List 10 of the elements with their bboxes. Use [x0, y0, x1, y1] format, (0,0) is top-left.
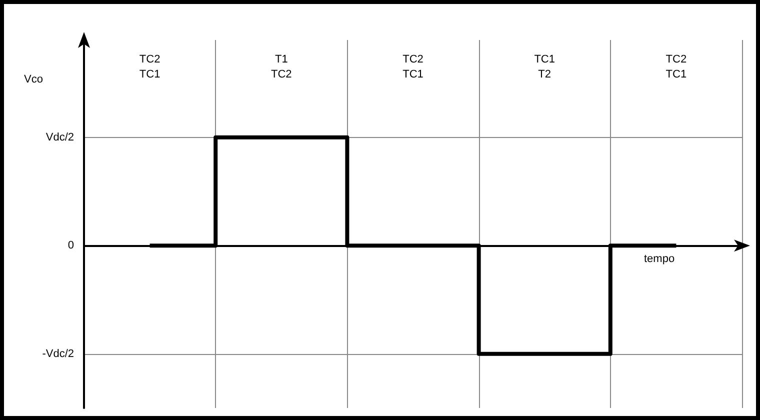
text: Vdc/2 — [46, 131, 74, 144]
x-tick-label: T1 TC2 — [271, 54, 292, 80]
x-tick-label: TC2 TC1 — [666, 54, 687, 80]
y-axis-title: Vco — [24, 74, 43, 86]
text: 0 — [68, 240, 74, 252]
x-tick-label: TC1 T2 — [534, 54, 555, 80]
text: -Vdc/2 — [42, 348, 74, 360]
x-tick-label: TC2 TC1 — [402, 54, 424, 80]
x-tick-label: TC2 TC1 — [139, 54, 160, 80]
x-axis-title: tempo — [644, 253, 675, 266]
